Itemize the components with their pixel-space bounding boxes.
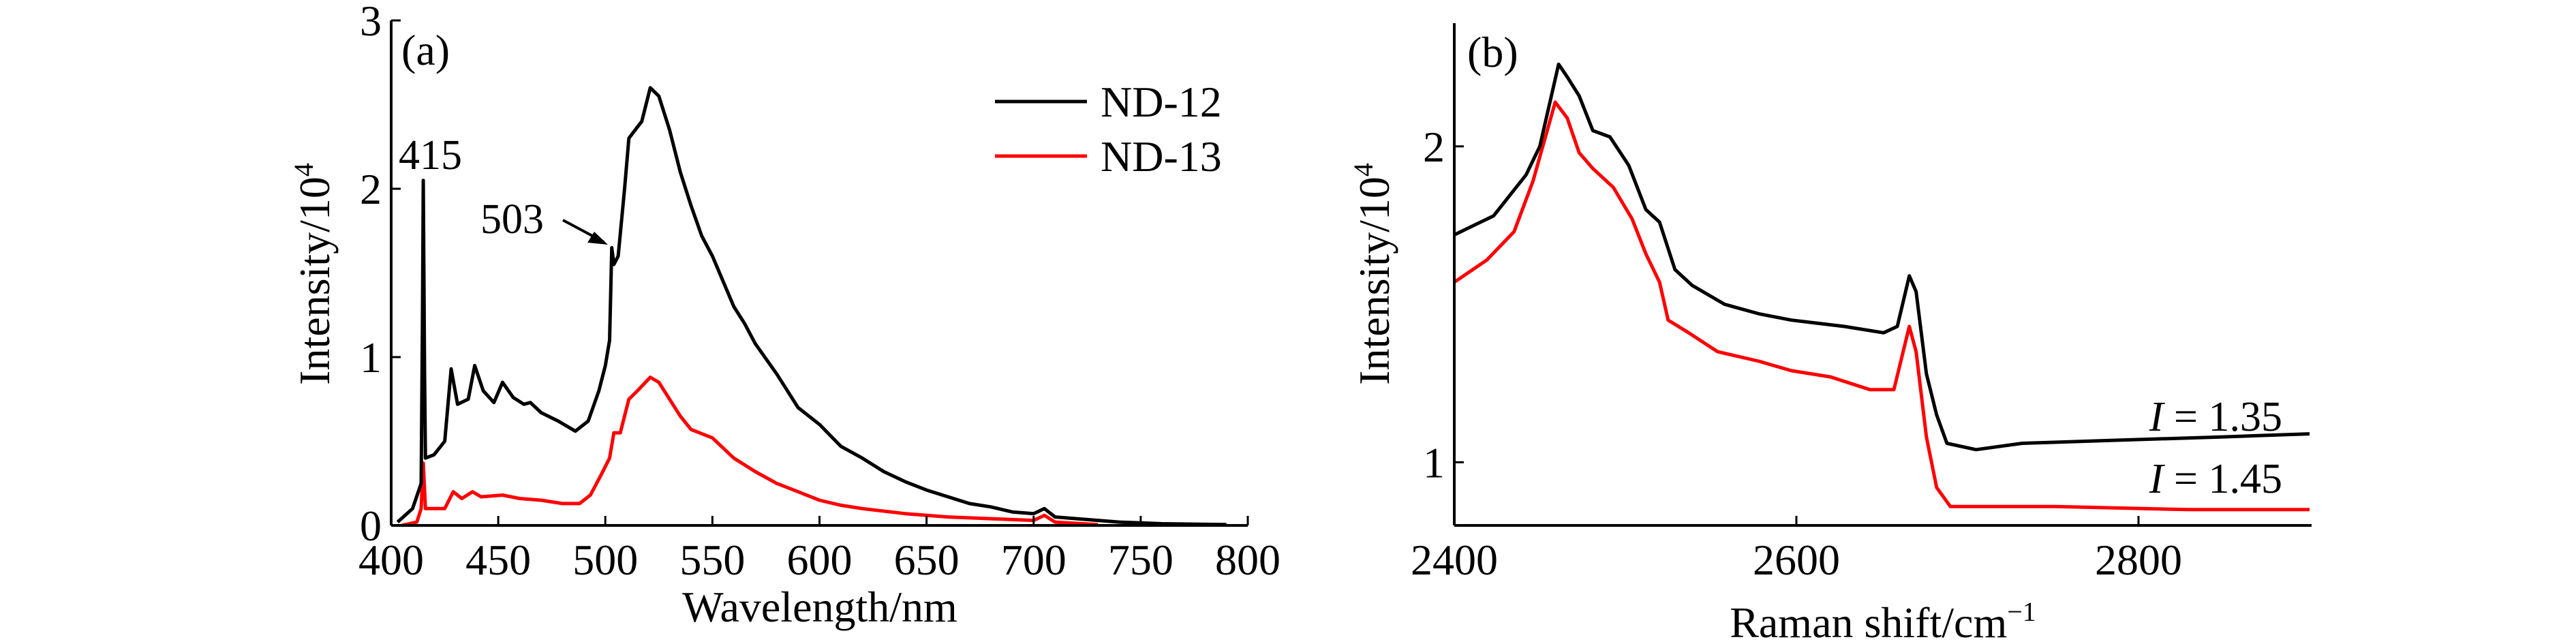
series-line-nd-12 — [1453, 62, 2310, 452]
y-axis-title-a-text: Intensity/10 — [290, 177, 339, 385]
annotation-nd13-ratio: I = 1.45 — [2149, 456, 2282, 502]
annotation-415: 415 — [399, 132, 462, 179]
x-axis-title-b: Raman shift/cm−1 — [1730, 596, 2036, 644]
series-line-nd-13 — [1453, 100, 2310, 512]
series-line-nd-13 — [401, 375, 1099, 527]
x-tick-label: 2600 — [1753, 536, 1840, 584]
x-tick-label: 500 — [572, 536, 638, 584]
x-tick-label: 600 — [787, 536, 853, 584]
annotation-nd12-ratio: I = 1.35 — [2149, 394, 2282, 440]
y-axis-title-a: Intensity/104 — [288, 163, 339, 385]
x-tick-label: 700 — [1001, 536, 1067, 584]
x-axis-title-b-text: Raman shift/cm — [1730, 598, 2007, 644]
y-tick-label: 1 — [360, 333, 382, 382]
x-axis-title-b-sup: −1 — [2007, 596, 2036, 627]
y-tick-label: 0 — [360, 502, 382, 550]
x-axis-title-a: Wavelength/nm — [682, 583, 957, 631]
x-tick-label: 550 — [679, 536, 745, 584]
series-line-nd-12 — [396, 86, 1227, 527]
y-tick-label: 2 — [1423, 123, 1445, 171]
legend-a: ND-12 ND-13 — [995, 78, 1222, 181]
legend-label-nd13: ND-13 — [1101, 132, 1222, 181]
x-tick-label: 800 — [1215, 536, 1281, 584]
x-tick-label: 750 — [1108, 536, 1174, 584]
panel-label-b: (b) — [1467, 28, 1518, 76]
y-axis-title-b-sup: 4 — [1348, 163, 1379, 177]
y-tick-label: 3 — [360, 0, 382, 45]
annotation-nd13-value: = 1.45 — [2164, 456, 2282, 502]
arrow-503 — [562, 219, 608, 245]
x-tick-label: 2400 — [1411, 536, 1498, 584]
y-tick-label: 1 — [1423, 438, 1445, 487]
y-axis-title-b-text: Intensity/10 — [1350, 177, 1398, 385]
panel-label-a: (a) — [401, 26, 450, 74]
annotation-nd12-value: = 1.35 — [2164, 394, 2282, 440]
x-tick-label: 400 — [358, 536, 424, 584]
y-axis-title-b: Intensity/104 — [1348, 163, 1398, 385]
x-tick-label: 450 — [465, 536, 531, 584]
annotation-nd13-italic: I — [2149, 456, 2166, 502]
x-tick-label: 650 — [894, 536, 960, 584]
annotation-503: 503 — [480, 196, 544, 243]
y-tick-label: 2 — [360, 165, 382, 213]
panel-b: 2400 2600 2800 1 2 (b) I = 1.35 I = 1.45 Ram… — [1348, 23, 2312, 644]
x-tick-label: 2800 — [2095, 536, 2182, 584]
y-axis-title-a-sup: 4 — [288, 163, 319, 177]
annotation-nd12-italic: I — [2149, 394, 2166, 440]
legend-label-nd12: ND-12 — [1101, 78, 1222, 126]
